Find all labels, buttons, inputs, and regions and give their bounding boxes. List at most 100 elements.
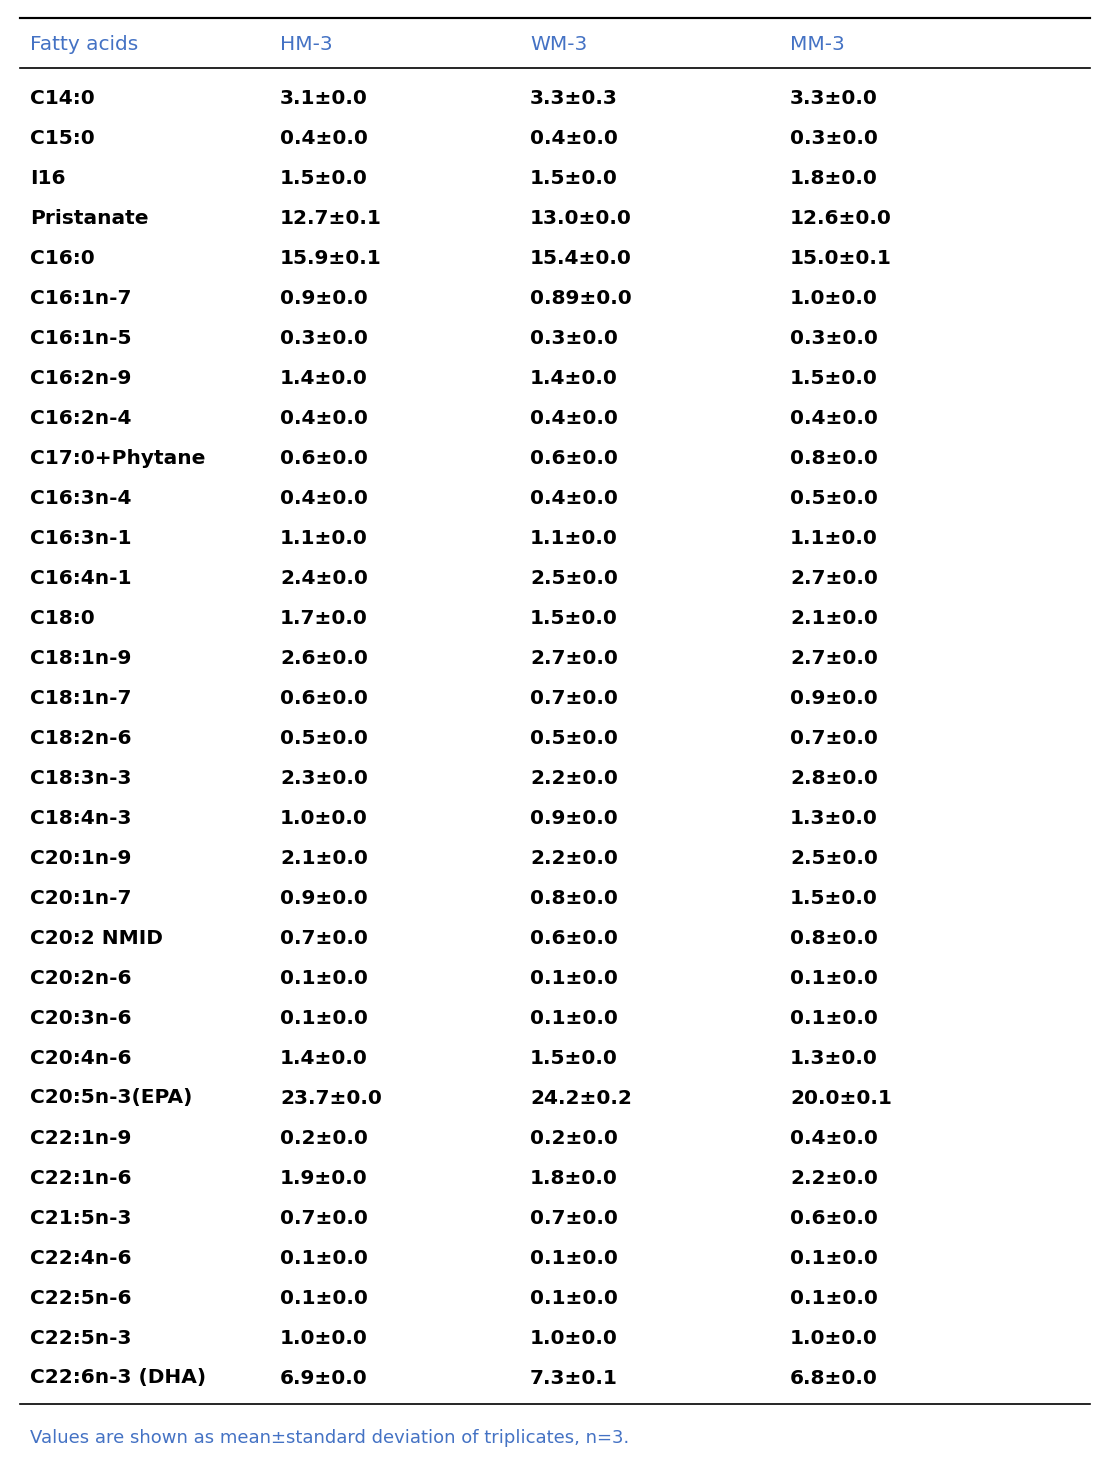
Text: 0.3±0.0: 0.3±0.0 xyxy=(790,128,878,147)
Text: 0.6±0.0: 0.6±0.0 xyxy=(790,1208,878,1227)
Text: C22:1n-6: C22:1n-6 xyxy=(30,1169,131,1188)
Text: 0.1±0.0: 0.1±0.0 xyxy=(529,1008,618,1027)
Text: 0.9±0.0: 0.9±0.0 xyxy=(280,889,367,907)
Text: 1.0±0.0: 1.0±0.0 xyxy=(280,1329,367,1348)
Text: Pristanate: Pristanate xyxy=(30,209,149,228)
Text: C20:4n-6: C20:4n-6 xyxy=(30,1049,131,1068)
Text: 1.0±0.0: 1.0±0.0 xyxy=(790,289,878,308)
Text: 1.7±0.0: 1.7±0.0 xyxy=(280,608,367,627)
Text: 1.3±0.0: 1.3±0.0 xyxy=(790,808,878,827)
Text: C16:1n-7: C16:1n-7 xyxy=(30,289,131,308)
Text: I16: I16 xyxy=(30,168,65,188)
Text: 15.4±0.0: 15.4±0.0 xyxy=(529,248,632,267)
Text: 0.8±0.0: 0.8±0.0 xyxy=(529,889,618,907)
Text: 1.5±0.0: 1.5±0.0 xyxy=(790,369,878,388)
Text: 0.1±0.0: 0.1±0.0 xyxy=(280,1288,367,1307)
Text: 0.7±0.0: 0.7±0.0 xyxy=(790,728,878,747)
Text: C18:2n-6: C18:2n-6 xyxy=(30,728,131,747)
Text: 0.6±0.0: 0.6±0.0 xyxy=(529,448,618,467)
Text: 2.6±0.0: 2.6±0.0 xyxy=(280,648,367,668)
Text: C18:4n-3: C18:4n-3 xyxy=(30,808,131,827)
Text: 1.5±0.0: 1.5±0.0 xyxy=(280,168,367,188)
Text: C16:4n-1: C16:4n-1 xyxy=(30,569,131,588)
Text: Fatty acids: Fatty acids xyxy=(30,35,139,54)
Text: C18:0: C18:0 xyxy=(30,608,94,627)
Text: 0.4±0.0: 0.4±0.0 xyxy=(790,1128,878,1147)
Text: MM-3: MM-3 xyxy=(790,35,845,54)
Text: C14:0: C14:0 xyxy=(30,89,94,108)
Text: 0.4±0.0: 0.4±0.0 xyxy=(280,489,367,508)
Text: 2.7±0.0: 2.7±0.0 xyxy=(790,569,878,588)
Text: C18:1n-9: C18:1n-9 xyxy=(30,648,131,668)
Text: 0.4±0.0: 0.4±0.0 xyxy=(280,409,367,427)
Text: 0.2±0.0: 0.2±0.0 xyxy=(280,1128,367,1147)
Text: 2.2±0.0: 2.2±0.0 xyxy=(529,849,618,868)
Text: C15:0: C15:0 xyxy=(30,128,94,147)
Text: 13.0±0.0: 13.0±0.0 xyxy=(529,209,632,228)
Text: 2.4±0.0: 2.4±0.0 xyxy=(280,569,367,588)
Text: 0.89±0.0: 0.89±0.0 xyxy=(529,289,632,308)
Text: 23.7±0.0: 23.7±0.0 xyxy=(280,1088,382,1107)
Text: C16:0: C16:0 xyxy=(30,248,94,267)
Text: 2.5±0.0: 2.5±0.0 xyxy=(790,849,878,868)
Text: 0.5±0.0: 0.5±0.0 xyxy=(790,489,878,508)
Text: C16:1n-5: C16:1n-5 xyxy=(30,328,131,347)
Text: 1.5±0.0: 1.5±0.0 xyxy=(790,889,878,907)
Text: C21:5n-3: C21:5n-3 xyxy=(30,1208,131,1227)
Text: C16:3n-1: C16:3n-1 xyxy=(30,528,131,547)
Text: C20:1n-9: C20:1n-9 xyxy=(30,849,131,868)
Text: C16:2n-9: C16:2n-9 xyxy=(30,369,131,388)
Text: 1.4±0.0: 1.4±0.0 xyxy=(529,369,618,388)
Text: C22:5n-3: C22:5n-3 xyxy=(30,1329,131,1348)
Text: 1.0±0.0: 1.0±0.0 xyxy=(280,808,367,827)
Text: 1.5±0.0: 1.5±0.0 xyxy=(529,608,618,627)
Text: C22:4n-6: C22:4n-6 xyxy=(30,1249,131,1268)
Text: C22:6n-3 (DHA): C22:6n-3 (DHA) xyxy=(30,1369,206,1388)
Text: 0.8±0.0: 0.8±0.0 xyxy=(790,928,878,947)
Text: 0.5±0.0: 0.5±0.0 xyxy=(280,728,367,747)
Text: 0.1±0.0: 0.1±0.0 xyxy=(280,969,367,988)
Text: 0.1±0.0: 0.1±0.0 xyxy=(280,1249,367,1268)
Text: C20:2 NMID: C20:2 NMID xyxy=(30,928,163,947)
Text: C17:0+Phytane: C17:0+Phytane xyxy=(30,448,205,467)
Text: 1.1±0.0: 1.1±0.0 xyxy=(790,528,878,547)
Text: C20:3n-6: C20:3n-6 xyxy=(30,1008,131,1027)
Text: 1.0±0.0: 1.0±0.0 xyxy=(790,1329,878,1348)
Text: 0.4±0.0: 0.4±0.0 xyxy=(280,128,367,147)
Text: 0.1±0.0: 0.1±0.0 xyxy=(790,1008,878,1027)
Text: 0.3±0.0: 0.3±0.0 xyxy=(280,328,367,347)
Text: C18:3n-3: C18:3n-3 xyxy=(30,769,131,788)
Text: 1.5±0.0: 1.5±0.0 xyxy=(529,1049,618,1068)
Text: 1.1±0.0: 1.1±0.0 xyxy=(529,528,618,547)
Text: 1.5±0.0: 1.5±0.0 xyxy=(529,168,618,188)
Text: 0.4±0.0: 0.4±0.0 xyxy=(790,409,878,427)
Text: 0.7±0.0: 0.7±0.0 xyxy=(529,689,618,708)
Text: 0.9±0.0: 0.9±0.0 xyxy=(529,808,618,827)
Text: 0.1±0.0: 0.1±0.0 xyxy=(790,969,878,988)
Text: 6.9±0.0: 6.9±0.0 xyxy=(280,1369,367,1388)
Text: 6.8±0.0: 6.8±0.0 xyxy=(790,1369,878,1388)
Text: 20.0±0.1: 20.0±0.1 xyxy=(790,1088,891,1107)
Text: 2.1±0.0: 2.1±0.0 xyxy=(790,608,878,627)
Text: 0.1±0.0: 0.1±0.0 xyxy=(529,1249,618,1268)
Text: 1.1±0.0: 1.1±0.0 xyxy=(280,528,367,547)
Text: C16:3n-4: C16:3n-4 xyxy=(30,489,131,508)
Text: 0.4±0.0: 0.4±0.0 xyxy=(529,128,618,147)
Text: Values are shown as mean±standard deviation of triplicates, n=3.: Values are shown as mean±standard deviat… xyxy=(30,1428,629,1447)
Text: C16:2n-4: C16:2n-4 xyxy=(30,409,131,427)
Text: 1.8±0.0: 1.8±0.0 xyxy=(790,168,878,188)
Text: 0.6±0.0: 0.6±0.0 xyxy=(529,928,618,947)
Text: 2.7±0.0: 2.7±0.0 xyxy=(790,648,878,668)
Text: 1.0±0.0: 1.0±0.0 xyxy=(529,1329,618,1348)
Text: 0.9±0.0: 0.9±0.0 xyxy=(280,289,367,308)
Text: 0.5±0.0: 0.5±0.0 xyxy=(529,728,618,747)
Text: 12.7±0.1: 12.7±0.1 xyxy=(280,209,382,228)
Text: 2.2±0.0: 2.2±0.0 xyxy=(790,1169,878,1188)
Text: 0.1±0.0: 0.1±0.0 xyxy=(790,1249,878,1268)
Text: C20:2n-6: C20:2n-6 xyxy=(30,969,131,988)
Text: 12.6±0.0: 12.6±0.0 xyxy=(790,209,891,228)
Text: C22:1n-9: C22:1n-9 xyxy=(30,1128,131,1147)
Text: 15.9±0.1: 15.9±0.1 xyxy=(280,248,382,267)
Text: 1.8±0.0: 1.8±0.0 xyxy=(529,1169,618,1188)
Text: 0.3±0.0: 0.3±0.0 xyxy=(790,328,878,347)
